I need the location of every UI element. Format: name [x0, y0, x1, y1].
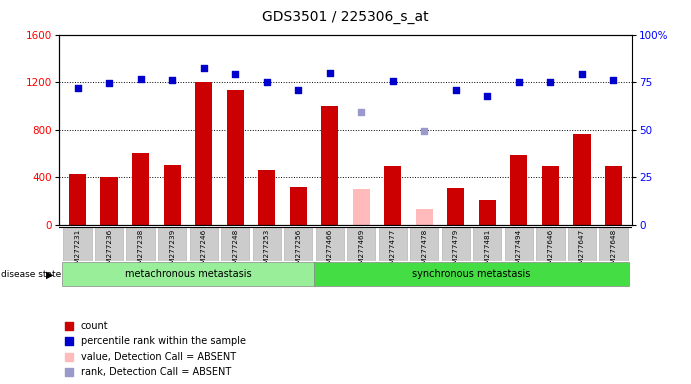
- Text: GSM277248: GSM277248: [232, 228, 238, 273]
- Text: GSM277256: GSM277256: [295, 228, 301, 273]
- Bar: [321, 106, 339, 225]
- Point: [104, 80, 115, 86]
- FancyBboxPatch shape: [442, 227, 470, 261]
- Bar: [447, 188, 464, 225]
- Bar: [352, 189, 370, 225]
- Text: GSM277481: GSM277481: [484, 228, 491, 273]
- Point: [608, 77, 619, 83]
- Bar: [415, 209, 433, 225]
- FancyBboxPatch shape: [347, 227, 375, 261]
- Bar: [479, 200, 496, 225]
- Bar: [542, 166, 559, 225]
- Text: percentile rank within the sample: percentile rank within the sample: [81, 336, 245, 346]
- Point: [387, 78, 398, 84]
- FancyBboxPatch shape: [599, 227, 627, 261]
- FancyBboxPatch shape: [252, 227, 281, 261]
- Point: [419, 128, 430, 134]
- Text: metachronous metastasis: metachronous metastasis: [124, 269, 252, 280]
- Bar: [258, 170, 276, 225]
- Text: GSM277236: GSM277236: [106, 228, 112, 273]
- Point: [482, 93, 493, 99]
- Text: GSM277253: GSM277253: [264, 228, 269, 273]
- Text: synchronous metastasis: synchronous metastasis: [413, 269, 531, 280]
- Bar: [605, 166, 622, 225]
- Point: [324, 70, 335, 76]
- Bar: [290, 187, 307, 225]
- Text: GSM277238: GSM277238: [138, 228, 144, 273]
- Point: [513, 79, 524, 85]
- Text: GSM277478: GSM277478: [422, 228, 427, 273]
- Bar: [573, 134, 591, 225]
- Point: [293, 87, 304, 93]
- FancyBboxPatch shape: [158, 227, 187, 261]
- Point: [198, 65, 209, 71]
- Text: ▶: ▶: [46, 269, 54, 280]
- FancyBboxPatch shape: [316, 227, 344, 261]
- Point: [261, 79, 272, 85]
- Text: value, Detection Call = ABSENT: value, Detection Call = ABSENT: [81, 352, 236, 362]
- Point: [576, 71, 587, 77]
- Point: [229, 71, 240, 77]
- Bar: [69, 174, 86, 225]
- Text: GSM277239: GSM277239: [169, 228, 176, 273]
- Text: GSM277246: GSM277246: [200, 228, 207, 273]
- FancyBboxPatch shape: [189, 227, 218, 261]
- Point: [64, 354, 75, 360]
- Bar: [510, 154, 527, 225]
- Text: GSM277646: GSM277646: [547, 228, 553, 273]
- Bar: [132, 153, 149, 225]
- FancyBboxPatch shape: [221, 227, 249, 261]
- Bar: [100, 177, 118, 225]
- FancyBboxPatch shape: [62, 262, 314, 286]
- Text: GSM277466: GSM277466: [327, 228, 333, 273]
- Text: GDS3501 / 225306_s_at: GDS3501 / 225306_s_at: [262, 10, 429, 23]
- Point: [545, 79, 556, 85]
- Text: GSM277647: GSM277647: [579, 228, 585, 273]
- Text: GSM277477: GSM277477: [390, 228, 396, 273]
- Bar: [164, 165, 181, 225]
- Text: GSM277231: GSM277231: [75, 228, 81, 273]
- Text: rank, Detection Call = ABSENT: rank, Detection Call = ABSENT: [81, 367, 231, 377]
- FancyBboxPatch shape: [95, 227, 123, 261]
- FancyBboxPatch shape: [126, 227, 155, 261]
- Text: GSM277469: GSM277469: [358, 228, 364, 273]
- FancyBboxPatch shape: [314, 262, 629, 286]
- Point: [356, 109, 367, 115]
- Point: [64, 369, 75, 375]
- Text: disease state: disease state: [1, 270, 61, 279]
- Text: GSM277494: GSM277494: [515, 228, 522, 273]
- FancyBboxPatch shape: [284, 227, 312, 261]
- Point: [64, 338, 75, 344]
- Point: [64, 323, 75, 329]
- Point: [451, 87, 462, 93]
- Bar: [384, 166, 401, 225]
- Point: [167, 77, 178, 83]
- FancyBboxPatch shape: [379, 227, 407, 261]
- Point: [72, 85, 83, 91]
- FancyBboxPatch shape: [568, 227, 596, 261]
- FancyBboxPatch shape: [536, 227, 565, 261]
- Text: count: count: [81, 321, 108, 331]
- Text: GSM277648: GSM277648: [610, 228, 616, 273]
- Bar: [195, 82, 212, 225]
- FancyBboxPatch shape: [64, 227, 92, 261]
- Bar: [227, 90, 244, 225]
- FancyBboxPatch shape: [473, 227, 502, 261]
- FancyBboxPatch shape: [504, 227, 533, 261]
- Text: GSM277479: GSM277479: [453, 228, 459, 273]
- Point: [135, 75, 146, 81]
- FancyBboxPatch shape: [410, 227, 439, 261]
